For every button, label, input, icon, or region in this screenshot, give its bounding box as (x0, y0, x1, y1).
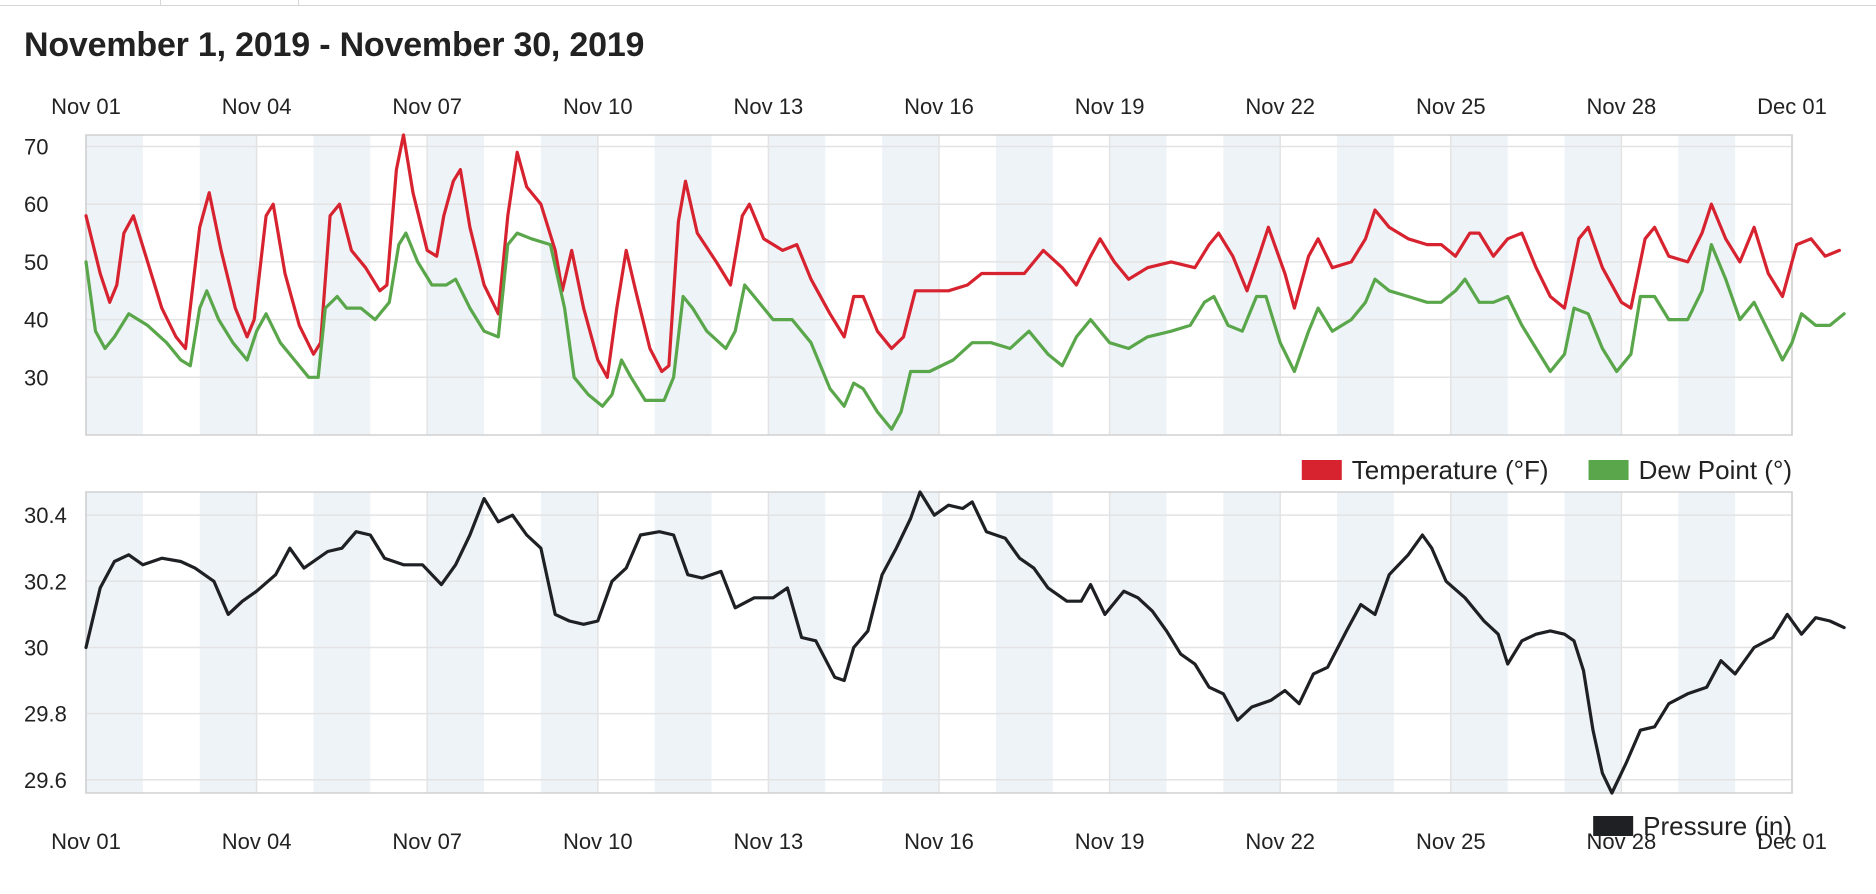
day-band (654, 135, 712, 435)
day-band (1109, 135, 1167, 435)
legend-swatch (1588, 460, 1629, 480)
page-title: November 1, 2019 - November 30, 2019 (24, 26, 645, 64)
day-band (540, 492, 598, 793)
y-tick-label: 29.8 (24, 702, 67, 727)
day-band (768, 135, 826, 435)
day-band (540, 135, 598, 435)
tab-separator (160, 0, 161, 5)
tab-strip (0, 0, 1876, 6)
day-band (1678, 492, 1736, 793)
y-tick-label: 30.2 (24, 569, 67, 594)
y-tick-label: 30.4 (24, 503, 67, 528)
x-tick-label: Nov 04 (222, 829, 292, 854)
x-tick-label: Nov 01 (51, 94, 121, 119)
x-tick-label: Dec 01 (1757, 829, 1827, 854)
plot-frame (85, 134, 1793, 436)
y-tick-label: 30 (24, 365, 48, 390)
x-tick-label: Nov 16 (904, 829, 974, 854)
legend-swatch (1301, 460, 1342, 480)
x-tick-label: Nov 07 (392, 94, 462, 119)
x-tick-label: Nov 10 (563, 94, 633, 119)
y-tick-label: 40 (24, 308, 48, 333)
x-tick-label: Nov 22 (1245, 94, 1315, 119)
y-tick-label: 50 (24, 250, 48, 275)
x-tick-label: Nov 13 (734, 829, 804, 854)
legend-label: Temperature (°F) (1352, 455, 1549, 485)
legend-label: Dew Point (°) (1639, 455, 1792, 485)
tab-separator (298, 0, 299, 5)
x-tick-label: Nov 28 (1587, 94, 1657, 119)
day-band (1450, 492, 1508, 793)
legend-label: Pressure (in) (1643, 811, 1792, 841)
day-band (1223, 135, 1281, 435)
day-band (995, 135, 1053, 435)
x-tick-label: Nov 01 (51, 829, 121, 854)
x-tick-label: Dec 01 (1757, 94, 1827, 119)
day-band (882, 135, 939, 435)
y-tick-label: 29.6 (24, 768, 67, 793)
y-tick-label: 60 (24, 192, 48, 217)
x-tick-label: Nov 19 (1075, 94, 1145, 119)
day-band (1337, 135, 1394, 435)
day-band (199, 492, 257, 793)
x-tick-label: Nov 04 (222, 94, 292, 119)
x-tick-label: Nov 07 (392, 829, 462, 854)
day-band (86, 492, 143, 793)
series-line (84, 490, 1846, 795)
y-tick-label: 70 (24, 135, 48, 160)
day-band (1337, 492, 1394, 793)
x-tick-label: Nov 25 (1416, 829, 1486, 854)
legend-swatch (1593, 816, 1634, 836)
x-tick-label: Nov 13 (734, 94, 804, 119)
chart-2: 29.6 29.8 30 30.2 30.4 Nov 01 Nov 04 Nov 07 Nov … (24, 490, 1846, 854)
x-tick-label: Nov 22 (1245, 829, 1315, 854)
day-band (1223, 492, 1281, 793)
day-band (427, 492, 485, 793)
x-tick-label: Nov 16 (904, 94, 974, 119)
day-band (1678, 135, 1736, 435)
day-band (86, 135, 143, 435)
day-band (882, 492, 939, 793)
x-tick-label: Nov 10 (563, 829, 633, 854)
day-band (313, 492, 371, 793)
y-tick-label: 30 (24, 635, 48, 660)
series-line (84, 133, 1841, 379)
x-tick-label: Nov 19 (1075, 829, 1145, 854)
day-band (995, 492, 1053, 793)
series-line (84, 231, 1846, 431)
x-tick-label: Nov 25 (1416, 94, 1486, 119)
day-band (654, 492, 712, 793)
day-band (1109, 492, 1167, 793)
day-band (313, 135, 371, 435)
